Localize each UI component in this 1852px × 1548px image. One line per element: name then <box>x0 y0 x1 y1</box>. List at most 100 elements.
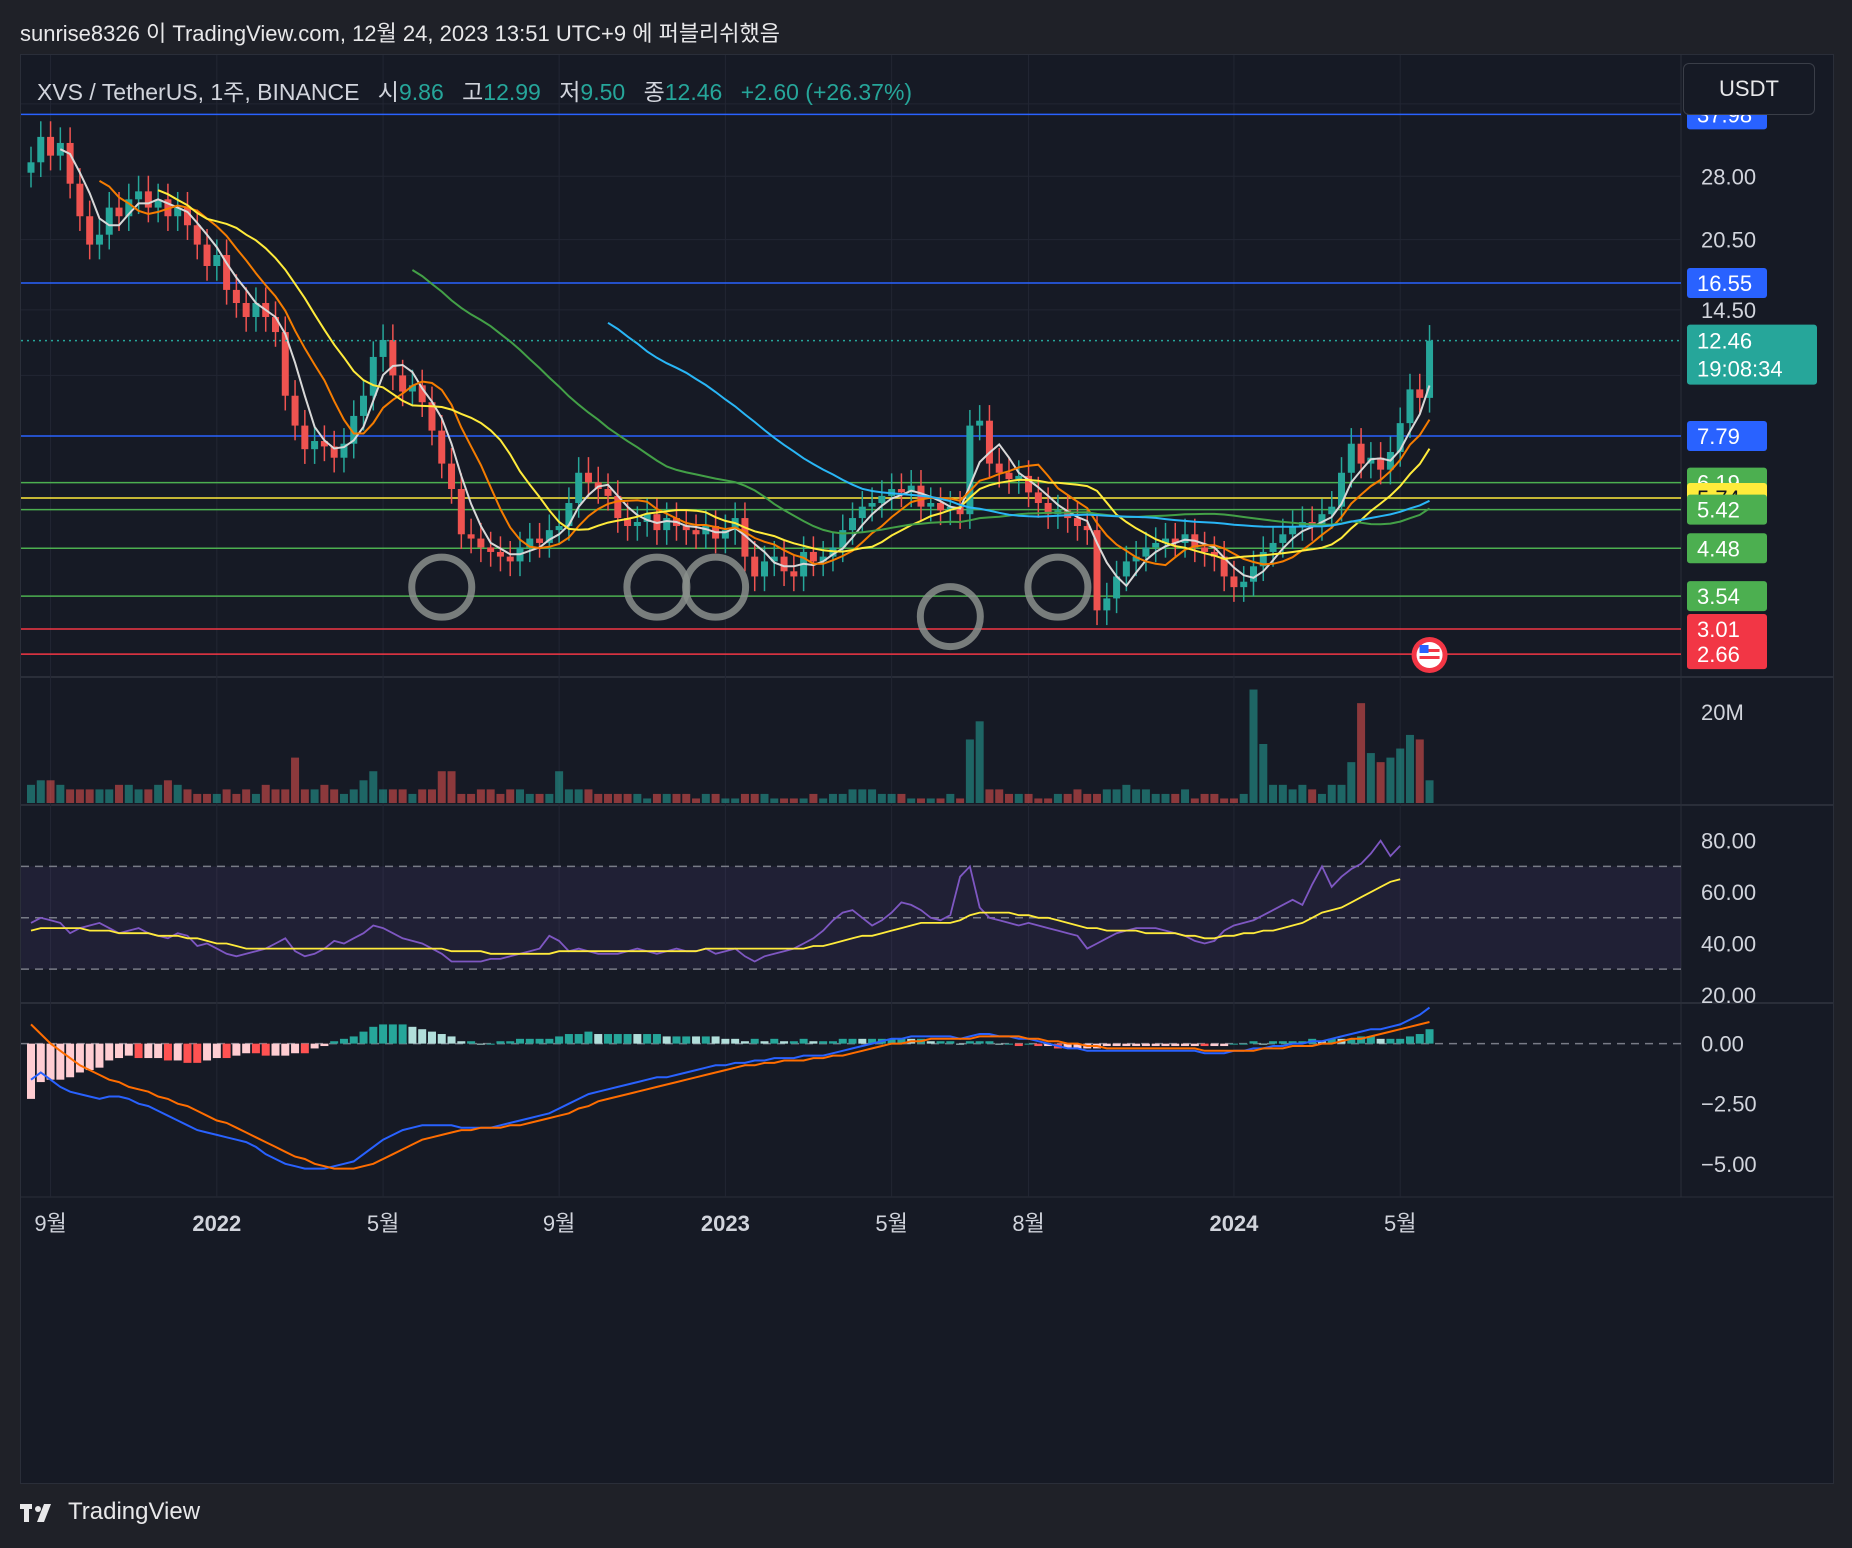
macd-histogram-bar <box>1415 1034 1424 1044</box>
publish-attribution: sunrise8326 이 TradingView.com, 12월 24, 2… <box>20 21 781 46</box>
macd-histogram-bar <box>408 1026 417 1044</box>
candle-body <box>135 191 143 200</box>
candle-body <box>1142 547 1150 557</box>
symbol-name[interactable]: XVS / TetherUS, 1주, BINANCE <box>37 79 360 105</box>
candle-body <box>203 244 211 266</box>
candle-body <box>37 136 45 163</box>
macd-histogram-bar <box>271 1043 280 1056</box>
macd-histogram-bar <box>926 1041 935 1044</box>
candle-body <box>858 506 866 519</box>
macd-histogram-bar <box>1220 1043 1229 1047</box>
volume-bar <box>1014 793 1023 803</box>
macd-histogram-bar <box>682 1036 691 1044</box>
volume-bar <box>1396 748 1405 803</box>
volume-bar <box>46 780 55 803</box>
volume-bar <box>1415 739 1424 803</box>
volume-bar <box>1190 798 1199 803</box>
candle-body <box>995 463 1003 473</box>
volume-bar <box>349 789 358 803</box>
time-axis-label: 5월 <box>1384 1211 1416 1236</box>
high-value: 12.99 <box>483 79 541 105</box>
volume-bar <box>232 793 241 803</box>
volume-bar <box>926 798 935 803</box>
macd-histogram-bar <box>564 1034 573 1044</box>
candle-body <box>1279 534 1287 543</box>
macd-histogram-bar <box>36 1043 45 1083</box>
volume-bar <box>222 789 231 803</box>
level-price-badge <box>1687 581 1767 612</box>
volume-bar <box>1112 789 1121 803</box>
macd-histogram-bar <box>613 1034 622 1044</box>
volume-bar <box>27 784 35 803</box>
moving-average-line <box>607 321 1430 528</box>
time-axis-label: 2023 <box>701 1211 750 1236</box>
candle-body <box>614 495 622 519</box>
macd-histogram-bar <box>398 1024 407 1044</box>
close-label: 종 <box>643 79 665 105</box>
currency-button[interactable]: USDT <box>1683 63 1815 115</box>
volume-bar <box>75 789 84 803</box>
macd-histogram-bar <box>1229 1043 1238 1045</box>
macd-histogram-bar <box>291 1043 300 1054</box>
macd-histogram-bar <box>721 1038 730 1044</box>
volume-bar <box>848 789 857 803</box>
candle-body <box>369 356 377 396</box>
macd-histogram-bar <box>1044 1043 1053 1047</box>
volume-bar <box>447 771 456 803</box>
macd-histogram-bar <box>692 1036 701 1044</box>
candle-body <box>496 551 504 557</box>
macd-histogram-bar <box>330 1041 339 1044</box>
candle-body <box>780 556 788 572</box>
volume-bar <box>486 789 495 803</box>
macd-histogram-bar <box>1425 1029 1434 1044</box>
volume-bar <box>692 798 701 803</box>
macd-histogram-bar <box>56 1043 65 1080</box>
macd-histogram-bar <box>66 1043 75 1078</box>
candle-body <box>193 225 201 245</box>
macd-histogram-bar <box>516 1038 524 1044</box>
macd-histogram-bar <box>320 1043 329 1047</box>
candle-body <box>946 506 954 511</box>
volume-bar <box>1210 793 1219 803</box>
candle-body <box>1347 443 1355 473</box>
candle-body <box>242 303 250 318</box>
moving-average-line <box>99 180 1431 567</box>
macd-histogram-bar <box>760 1041 769 1044</box>
macd-histogram-bar <box>652 1034 661 1044</box>
macd-histogram-bar <box>457 1041 466 1044</box>
us-flag-stripe <box>1419 656 1440 659</box>
macd-histogram-bar <box>388 1024 397 1044</box>
candle-body <box>1103 598 1111 611</box>
candle-body <box>897 489 905 493</box>
macd-histogram-bar <box>232 1043 241 1056</box>
candle-body <box>301 425 309 450</box>
candle-body <box>125 199 133 217</box>
annotation-circle <box>1024 553 1092 621</box>
volume-bar <box>85 789 94 803</box>
chart-canvas[interactable]: 9월 2022 5월 9월 2023 5월 8월 2024 5월 40.00 28.00 20.50 1… <box>21 55 1833 1483</box>
volume-bar <box>750 793 759 803</box>
volume-bar <box>457 793 466 803</box>
volume-bar <box>36 780 45 803</box>
macd-histogram-bar <box>1190 1043 1199 1047</box>
volume-bar <box>1083 793 1092 803</box>
macd-histogram-bar <box>1005 1043 1013 1045</box>
candle-body <box>1426 340 1434 398</box>
candle-body <box>115 207 123 217</box>
volume-bar <box>398 789 407 803</box>
macd-histogram-bar <box>27 1043 35 1099</box>
chart-frame[interactable]: 9월 2022 5월 9월 2023 5월 8월 2024 5월 40.00 28.00 20.50 1… <box>20 54 1834 1484</box>
macd-histogram-bar <box>1063 1043 1072 1049</box>
candle-body <box>976 420 984 426</box>
macd-histogram-bar <box>496 1041 505 1044</box>
candle-body <box>545 530 553 543</box>
volume-bar <box>95 789 104 803</box>
volume-bar <box>496 793 505 803</box>
macd-histogram-bar <box>85 1043 94 1071</box>
macd-histogram-bar <box>1141 1043 1150 1047</box>
candle-body <box>174 207 182 217</box>
candle-body <box>526 538 534 548</box>
tradingview-logo[interactable]: TradingView <box>20 1498 200 1526</box>
volume-bar <box>281 789 290 803</box>
volume-bar <box>799 798 808 803</box>
